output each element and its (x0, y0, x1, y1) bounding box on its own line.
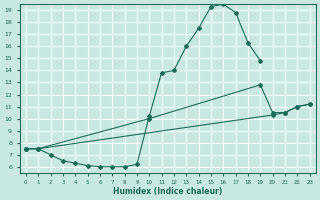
X-axis label: Humidex (Indice chaleur): Humidex (Indice chaleur) (113, 187, 222, 196)
